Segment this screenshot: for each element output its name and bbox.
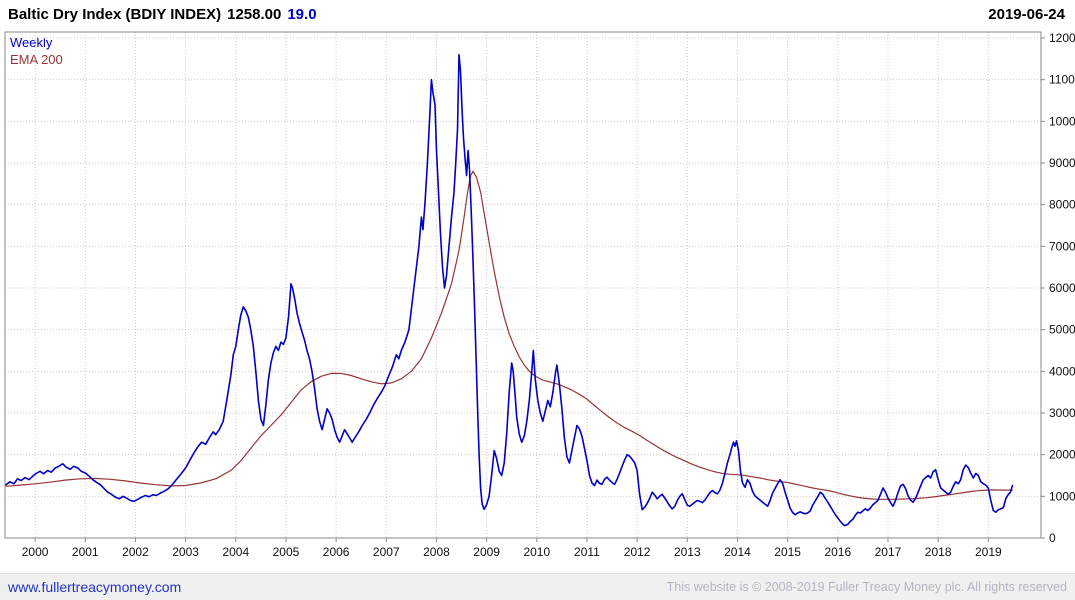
price-change: 19.0 [287, 6, 317, 23]
ema-line [5, 170, 1014, 500]
svg-text:4000: 4000 [1049, 364, 1075, 378]
svg-text:2004: 2004 [222, 545, 249, 559]
copyright-text: This website is © 2008-2019 Fuller Treac… [666, 580, 1067, 594]
svg-text:5000: 5000 [1049, 323, 1075, 337]
svg-text:10000: 10000 [1049, 114, 1075, 128]
svg-text:2017: 2017 [875, 545, 902, 559]
legend-weekly: Weekly [10, 35, 53, 50]
svg-text:2012: 2012 [624, 545, 651, 559]
x-axis: 2000 2001 2002 2003 2004 2005 2006 2007 2008 2009… [22, 538, 1002, 559]
instrument-title: Baltic Dry Index (BDIY INDEX) [8, 6, 222, 23]
last-price: 1258.00 [227, 6, 282, 23]
svg-text:2000: 2000 [1049, 448, 1075, 462]
svg-text:2019: 2019 [975, 545, 1002, 559]
svg-text:2006: 2006 [323, 545, 350, 559]
svg-text:2016: 2016 [824, 545, 851, 559]
plot-border [4, 31, 1042, 539]
svg-text:2007: 2007 [373, 545, 400, 559]
svg-text:7000: 7000 [1049, 239, 1075, 253]
y-axis: 0 1000 2000 3000 4000 5000 6000 7000 8000 9000 100… [1041, 31, 1075, 545]
svg-text:8000: 8000 [1049, 198, 1075, 212]
svg-text:2005: 2005 [273, 545, 300, 559]
svg-text:2003: 2003 [172, 545, 199, 559]
svg-text:6000: 6000 [1049, 281, 1075, 295]
svg-text:2013: 2013 [674, 545, 701, 559]
svg-text:2010: 2010 [523, 545, 550, 559]
svg-text:11000: 11000 [1049, 73, 1075, 87]
svg-text:0: 0 [1049, 531, 1056, 545]
svg-text:2000: 2000 [22, 545, 49, 559]
site-link[interactable]: www.fullertreacymoney.com [8, 579, 182, 595]
price-line [5, 53, 1014, 527]
chart-header: Baltic Dry Index (BDIY INDEX) 1258.00 19.0 [8, 6, 317, 23]
svg-text:9000: 9000 [1049, 156, 1075, 170]
gridlines [5, 32, 1041, 538]
svg-text:2011: 2011 [574, 545, 600, 559]
chart-date: 2019-06-24 [988, 6, 1065, 23]
footer-bar: www.fullertreacymoney.com This website i… [0, 573, 1075, 600]
svg-text:1000: 1000 [1049, 489, 1075, 503]
svg-text:2009: 2009 [473, 545, 500, 559]
svg-text:2014: 2014 [724, 545, 751, 559]
svg-text:2015: 2015 [774, 545, 801, 559]
svg-text:2002: 2002 [122, 545, 149, 559]
price-chart[interactable]: 0 1000 2000 3000 4000 5000 6000 7000 8000 9000 100… [0, 28, 1075, 573]
svg-text:2001: 2001 [72, 545, 99, 559]
svg-text:2008: 2008 [423, 545, 450, 559]
svg-text:12000: 12000 [1049, 31, 1075, 45]
svg-text:3000: 3000 [1049, 406, 1075, 420]
svg-text:2018: 2018 [925, 545, 952, 559]
legend-ema-200: EMA 200 [10, 52, 63, 67]
